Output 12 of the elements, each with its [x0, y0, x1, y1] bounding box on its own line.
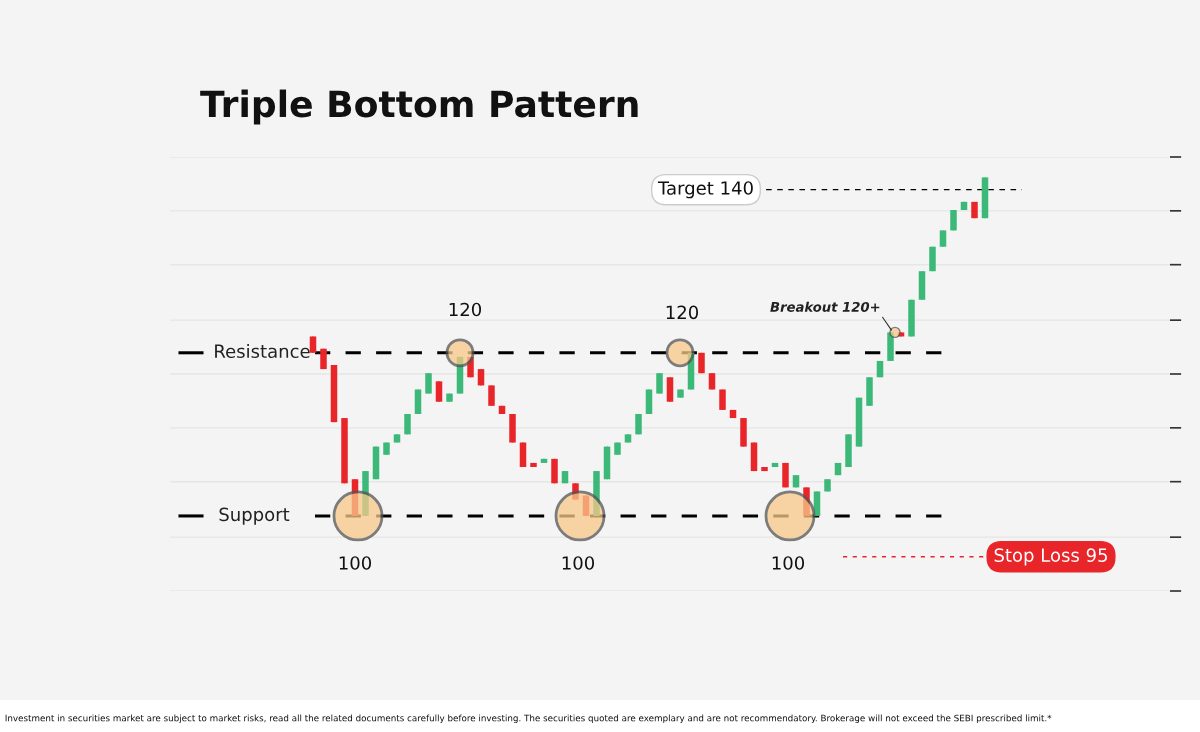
chart-title: Triple Bottom Pattern: [200, 89, 638, 125]
annotation: 100: [562, 556, 595, 570]
annotation: 120: [449, 302, 482, 317]
annotation: 120: [666, 305, 699, 320]
ref-line-label: Support: [219, 507, 290, 525]
ref-line-label: Resistance: [215, 344, 310, 359]
annotation: Breakout 120+: [770, 301, 880, 312]
annotation: 100: [339, 556, 372, 570]
annotation: 100: [772, 556, 805, 570]
ref-line-label: Target 140: [657, 181, 753, 199]
text: Investment in securities market are subject to market risks, read all the related documents carefully before investing. The securities quoted are exemplary and are not recommendatory. Brokerage will not exceed the SEBI prescribed limit.*: [5, 714, 1052, 724]
ref-line-label: Stop Loss 95: [994, 548, 1107, 566]
